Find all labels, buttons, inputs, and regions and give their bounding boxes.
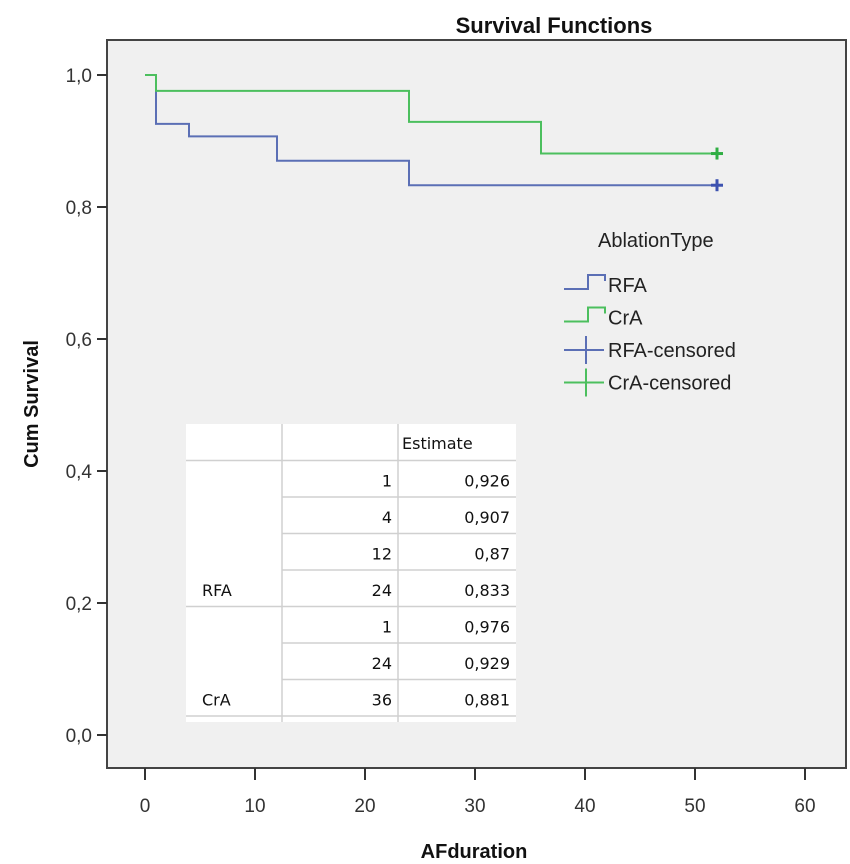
x-axis: 0 10 20 30 40 50 60 [140, 768, 816, 817]
x-tick-label: 0 [140, 796, 151, 817]
table-cell-time: 36 [372, 691, 392, 710]
x-tick-label: 40 [574, 796, 595, 817]
x-tick-label: 50 [684, 796, 705, 817]
chart-title: Survival Functions [456, 13, 653, 38]
table-cell-time: 24 [372, 581, 392, 600]
x-tick-label: 20 [354, 796, 375, 817]
table-group-label: RFA [202, 581, 232, 600]
table-cell-estimate: 0,929 [464, 654, 510, 673]
x-tick-label: 60 [794, 796, 815, 817]
legend-entry-label: RFA-censored [608, 340, 736, 362]
series-group [145, 74, 723, 192]
table-cell-estimate: 0,976 [464, 618, 510, 637]
table-cell-time: 1 [382, 618, 392, 637]
legend-step-icon [564, 306, 606, 323]
y-tick-label: 1,0 [66, 66, 92, 87]
table-cell-time: 4 [382, 508, 392, 527]
legend-entry-label: CrA [608, 308, 643, 330]
legend-title: AblationType [598, 230, 714, 252]
legend-entry-label: RFA [608, 275, 648, 297]
y-tick-label: 0,6 [66, 330, 92, 351]
table-cell-estimate: 0,87 [474, 545, 510, 564]
y-tick-label: 0,4 [66, 462, 93, 483]
table-header-estimate: Estimate [402, 434, 473, 453]
table-cell-estimate: 0,833 [464, 581, 510, 600]
y-tick-label: 0,2 [66, 594, 92, 615]
x-tick-label: 10 [244, 796, 265, 817]
y-axis: 0,0 0,2 0,4 0,6 0,8 1,0 [66, 66, 107, 747]
x-axis-label: AFduration [421, 841, 528, 863]
survival-line-rfa [145, 74, 717, 187]
table-cell-time: 12 [372, 545, 392, 564]
table-background [186, 424, 516, 722]
y-tick-label: 0,0 [66, 726, 92, 747]
estimate-table: Estimate 1 0,926 4 0,907 12 0,87 24 0,833 RFA 1 0,9… [186, 424, 516, 722]
table-cell-estimate: 0,926 [464, 472, 510, 491]
table-cell-estimate: 0,907 [464, 508, 510, 527]
y-axis-label: Cum Survival [21, 340, 43, 468]
x-tick-label: 30 [464, 796, 485, 817]
survival-line-cra [145, 74, 717, 155]
legend: AblationType RFA CrA RFA-censored CrA-censor… [564, 230, 736, 397]
table-cell-time: 24 [372, 654, 392, 673]
table-group-label: CrA [202, 691, 231, 710]
legend-step-icon [564, 274, 606, 290]
legend-entry-label: CrA-censored [608, 373, 731, 395]
table-cell-time: 1 [382, 472, 392, 491]
y-tick-label: 0,8 [66, 198, 92, 219]
table-cell-estimate: 0,881 [464, 691, 510, 710]
